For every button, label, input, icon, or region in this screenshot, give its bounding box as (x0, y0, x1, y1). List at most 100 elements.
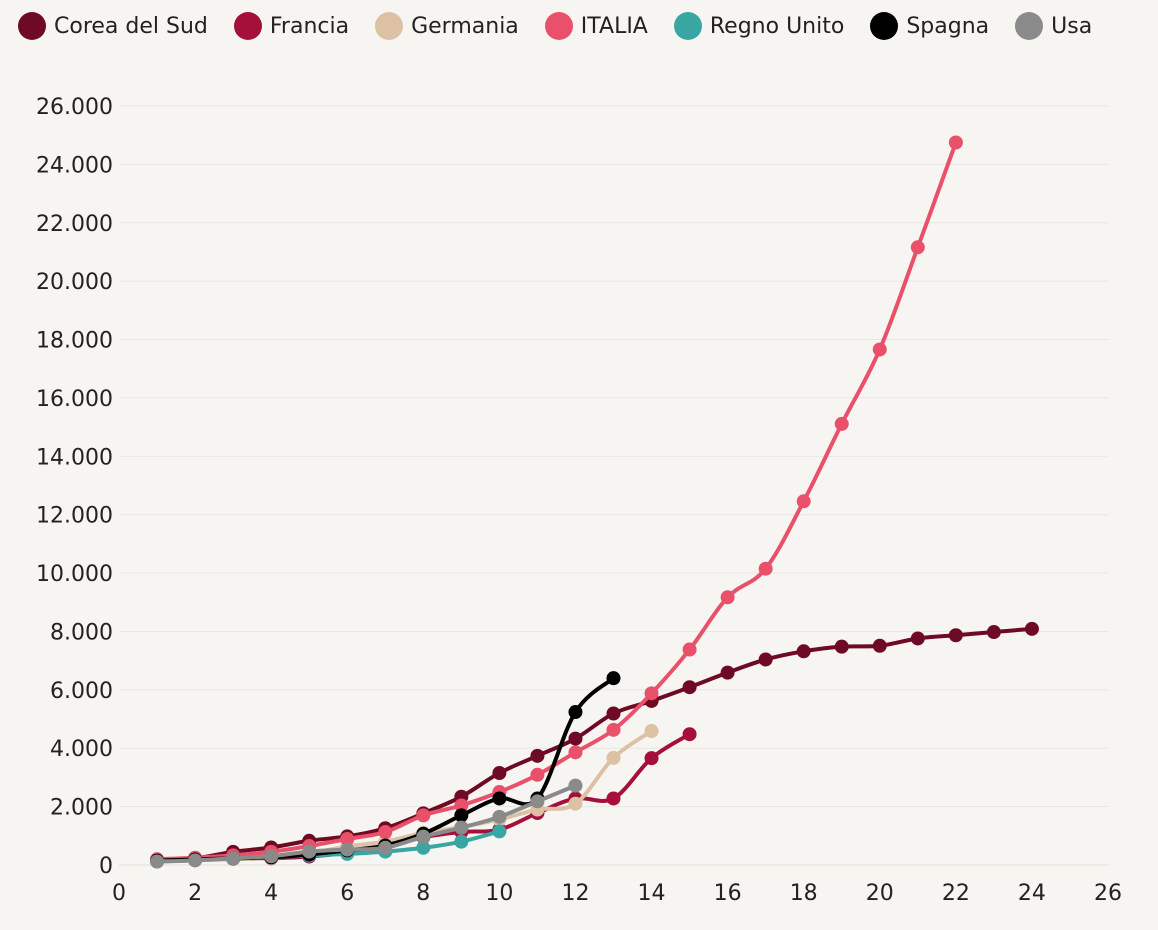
data-point[interactable] (454, 834, 469, 849)
x-tick-label: 24 (1018, 881, 1046, 906)
y-tick-label: 18.000 (36, 329, 113, 354)
x-tick-label: 18 (790, 881, 818, 906)
data-point[interactable] (986, 625, 1001, 640)
data-point[interactable] (644, 686, 659, 701)
series-line (155, 626, 1034, 863)
legend-item[interactable]: Regno Unito (673, 12, 845, 40)
legend-item[interactable]: ITALIA (544, 12, 648, 40)
data-point[interactable] (606, 791, 621, 806)
x-tick-label: 4 (264, 881, 278, 906)
data-point[interactable] (378, 825, 393, 840)
data-point[interactable] (302, 844, 317, 859)
data-point[interactable] (948, 135, 963, 150)
data-point[interactable] (568, 745, 583, 760)
data-point[interactable] (492, 824, 507, 839)
legend-swatch (233, 12, 262, 40)
data-point[interactable] (416, 840, 431, 855)
data-point[interactable] (606, 706, 621, 721)
data-point[interactable] (492, 809, 507, 824)
data-point[interactable] (682, 642, 697, 657)
data-point[interactable] (568, 778, 583, 793)
y-tick-label: 16.000 (36, 387, 113, 412)
legend-label: Regno Unito (709, 13, 845, 39)
data-point[interactable] (188, 853, 203, 868)
x-tick-label: 20 (866, 881, 894, 906)
data-point[interactable] (948, 628, 963, 643)
data-point[interactable] (910, 240, 925, 255)
legend-item[interactable]: Usa (1015, 12, 1092, 40)
data-point[interactable] (872, 638, 887, 653)
chart-legend: Corea del Sud Francia Germania ITALIA Regno … (18, 12, 1092, 40)
legend-label: Spagna (906, 13, 990, 39)
data-point[interactable] (150, 854, 165, 869)
legend-swatch (375, 12, 404, 40)
data-point[interactable] (264, 849, 279, 864)
data-point[interactable] (1024, 621, 1039, 636)
data-point[interactable] (378, 840, 393, 855)
y-tick-label: 2.000 (50, 796, 113, 821)
x-tick-label: 12 (561, 881, 589, 906)
data-point[interactable] (682, 727, 697, 742)
data-point[interactable] (796, 494, 811, 509)
y-tick-label: 26.000 (36, 95, 113, 120)
data-point[interactable] (568, 705, 583, 720)
legend-label: Germania (411, 13, 519, 39)
data-point[interactable] (758, 652, 773, 667)
legend-swatch (18, 12, 46, 40)
data-point[interactable] (568, 796, 583, 811)
y-tick-label: 6.000 (50, 679, 113, 704)
x-tick-label: 6 (340, 881, 354, 906)
data-point[interactable] (796, 644, 811, 659)
data-point[interactable] (682, 680, 697, 695)
data-point[interactable] (606, 671, 621, 686)
data-point[interactable] (454, 820, 469, 835)
x-tick-label: 14 (638, 881, 666, 906)
data-point[interactable] (226, 851, 241, 866)
x-tick-label: 22 (942, 881, 970, 906)
y-tick-label: 22.000 (36, 212, 113, 237)
legend-label: Corea del Sud (54, 13, 208, 39)
data-point[interactable] (758, 561, 773, 576)
legend-item[interactable]: Francia (233, 12, 350, 40)
data-point[interactable] (834, 416, 849, 431)
data-point[interactable] (530, 794, 545, 809)
data-point[interactable] (568, 731, 583, 746)
data-point[interactable] (492, 766, 507, 781)
series-corea-del-sud (150, 621, 1039, 868)
data-point[interactable] (606, 750, 621, 765)
legend-item[interactable]: Corea del Sud (18, 12, 208, 40)
legend-item[interactable]: Spagna (870, 12, 989, 40)
y-tick-label: 4.000 (50, 737, 113, 762)
data-point[interactable] (644, 724, 659, 739)
data-point[interactable] (910, 631, 925, 646)
y-tick-label: 12.000 (36, 504, 113, 529)
x-axis-tick-labels: 0 2 4 6 8 10 12 14 16 18 20 22 24 26 (112, 881, 1122, 906)
data-point[interactable] (454, 808, 469, 823)
data-point[interactable] (454, 798, 469, 813)
y-tick-label: 10.000 (36, 562, 113, 587)
data-point[interactable] (720, 665, 735, 680)
data-point[interactable] (492, 791, 507, 806)
series-usa (150, 778, 583, 869)
legend-swatch (1015, 12, 1044, 40)
data-point[interactable] (872, 342, 887, 357)
data-point[interactable] (530, 767, 545, 782)
y-tick-label: 0 (99, 854, 113, 879)
legend-label: Francia (269, 13, 350, 39)
data-point[interactable] (834, 639, 849, 654)
data-point[interactable] (644, 751, 659, 766)
gridlines (119, 105, 1108, 866)
data-point[interactable] (416, 808, 431, 823)
legend-item[interactable]: Germania (375, 12, 519, 40)
data-point[interactable] (606, 722, 621, 737)
legend-swatch (673, 12, 702, 40)
x-tick-label: 26 (1094, 881, 1122, 906)
data-point[interactable] (720, 590, 735, 605)
x-tick-label: 2 (188, 881, 202, 906)
data-point[interactable] (530, 748, 545, 763)
data-point[interactable] (416, 829, 431, 844)
y-tick-label: 24.000 (36, 153, 113, 178)
legend-swatch (544, 12, 573, 40)
data-point[interactable] (340, 832, 355, 847)
data-point[interactable] (340, 842, 355, 857)
